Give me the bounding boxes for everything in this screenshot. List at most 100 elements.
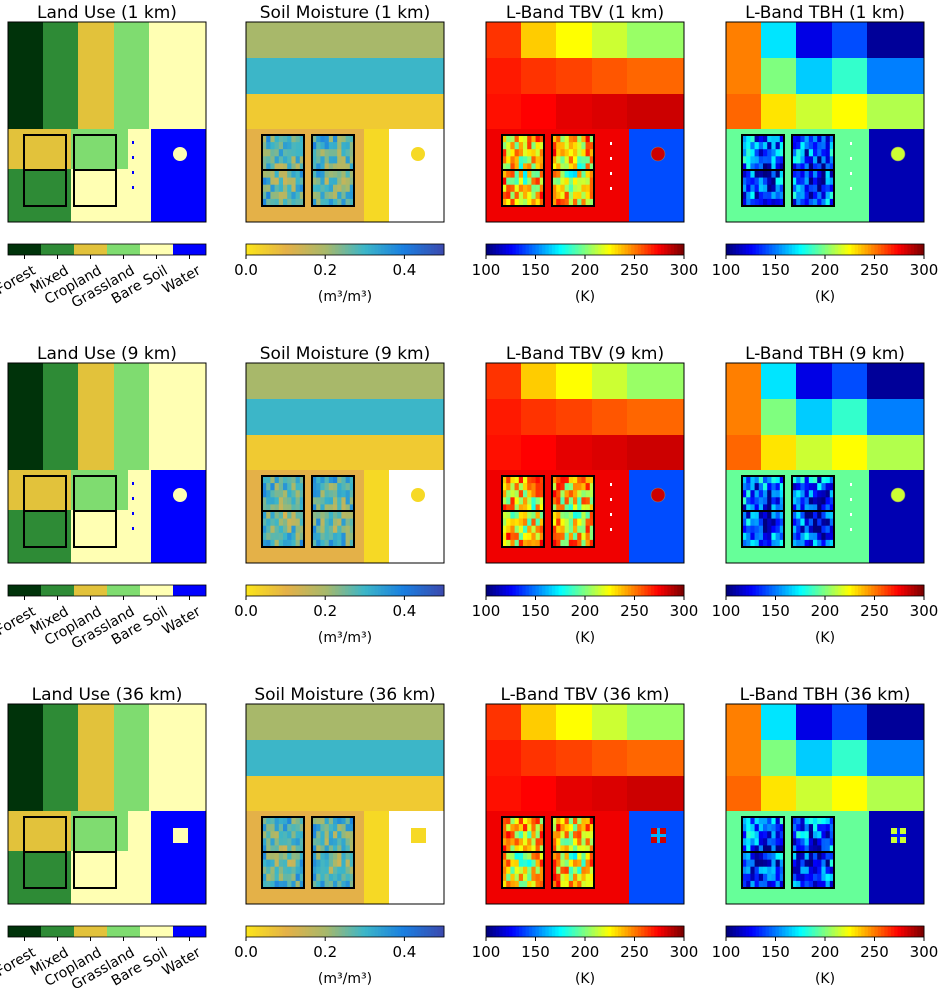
heatmap-cell: [341, 170, 346, 178]
heatmap-cell: [560, 149, 565, 157]
tb-cell: [486, 776, 521, 812]
heatmap-cell: [585, 177, 591, 185]
heatmap-cell: [808, 142, 814, 150]
heatmap-cell: [295, 845, 301, 853]
heatmap-cell: [514, 170, 520, 178]
colorbar-gradient: [851, 926, 856, 937]
heatmap-cell: [535, 198, 541, 207]
heatmap-cell: [746, 191, 751, 200]
heatmap-cell: [262, 163, 267, 171]
colorbar-gradient: [755, 926, 760, 937]
heatmap-cell: [283, 532, 288, 541]
heatmap-cell: [523, 859, 528, 867]
heatmap-cell: [775, 831, 781, 839]
heatmap-cell: [527, 824, 532, 832]
heatmap-cell: [800, 525, 805, 534]
heatmap-cell: [341, 873, 346, 882]
colorbar-gradient: [328, 244, 333, 255]
heatmap-cell: [792, 135, 797, 143]
heatmap-cell: [779, 170, 785, 178]
heatmap-cell: [589, 873, 595, 882]
heatmap-cell: [792, 490, 797, 498]
heatmap-cell: [337, 476, 342, 484]
heatmap-cell: [278, 532, 284, 541]
colorbar-gradient: [591, 585, 596, 596]
heatmap-cell: [316, 511, 321, 519]
heatmap-cell: [527, 142, 532, 150]
colorbar-gradient: [657, 926, 662, 937]
heatmap-cell: [539, 170, 545, 178]
heatmap-cell: [510, 838, 515, 846]
panel-title: L-Band TBV (36 km): [500, 685, 669, 705]
colorbar-gradient: [821, 244, 826, 255]
heatmap-cell: [535, 880, 541, 889]
colorbar-gradient: [775, 926, 780, 937]
colorbar-gradient: [259, 926, 263, 937]
heatmap-cell: [527, 476, 532, 484]
heatmap-cell: [556, 177, 561, 185]
land-use-cell: [149, 704, 206, 811]
colorbar-gradient: [394, 926, 399, 937]
colorbar-gradient: [897, 244, 902, 255]
heatmap-cell: [825, 483, 831, 491]
heatmap-cell: [266, 824, 271, 832]
heatmap-cell: [341, 142, 346, 150]
colorbar-gradient: [752, 244, 757, 255]
colorbar-gradient: [246, 926, 250, 937]
heatmap-cell: [775, 184, 781, 193]
colorbar-gradient: [495, 244, 500, 255]
heatmap-cell: [270, 476, 275, 484]
heatmap-cell: [808, 170, 814, 178]
colorbar-gradient: [801, 585, 806, 596]
heatmap-cell: [518, 135, 524, 143]
tb-cell: [556, 740, 592, 776]
heatmap-cell: [742, 483, 747, 491]
colorbar-gradient: [641, 244, 645, 255]
heatmap-cell: [589, 135, 595, 143]
tb-cell: [796, 363, 832, 399]
heatmap-cell: [573, 873, 578, 882]
heatmap-cell: [531, 184, 536, 193]
lake-feature: [173, 488, 187, 502]
heatmap-cell: [763, 838, 768, 846]
heatmap-cell: [333, 880, 338, 889]
heatmap-cell: [523, 135, 528, 143]
heatmap-cell: [278, 198, 284, 207]
heatmap-cell: [754, 135, 760, 143]
heatmap-cell: [531, 539, 536, 548]
heatmap-cell: [754, 880, 760, 889]
heatmap-cell: [333, 191, 338, 200]
heatmap-cell: [585, 866, 591, 875]
colorbar-gradient: [374, 244, 379, 255]
heatmap-cell: [295, 518, 301, 526]
heatmap-cell: [320, 852, 325, 860]
heatmap-cell: [742, 838, 747, 846]
heatmap-cell: [320, 191, 325, 200]
heatmap-cell: [278, 142, 284, 150]
heatmap-cell: [514, 198, 520, 207]
colorbar-frame: [7, 584, 207, 597]
heatmap-cell: [270, 156, 275, 164]
heatmap-cell: [349, 532, 355, 541]
heatmap-cell: [527, 532, 532, 541]
heatmap-cell: [758, 163, 764, 171]
colorbar-gradient: [608, 585, 612, 596]
heatmap-cell: [502, 170, 507, 178]
heatmap-cell: [333, 135, 338, 143]
heatmap-cell: [341, 518, 346, 526]
colorbar-gradient: [411, 585, 415, 596]
heatmap-cell: [556, 852, 561, 860]
heatmap-cell: [299, 817, 305, 825]
heatmap-cell: [771, 170, 776, 178]
colorbar-gradient: [858, 244, 862, 255]
heatmap-cell: [287, 142, 292, 150]
heatmap-cell: [506, 135, 511, 143]
heatmap-cell: [510, 142, 515, 150]
heatmap-cell: [349, 831, 355, 839]
tb-dot: [850, 142, 852, 145]
heatmap-cell: [564, 817, 570, 825]
heatmap-cell: [577, 845, 582, 853]
heatmap-cell: [800, 156, 805, 164]
heatmap-cell: [754, 866, 760, 875]
heatmap-cell: [316, 831, 321, 839]
